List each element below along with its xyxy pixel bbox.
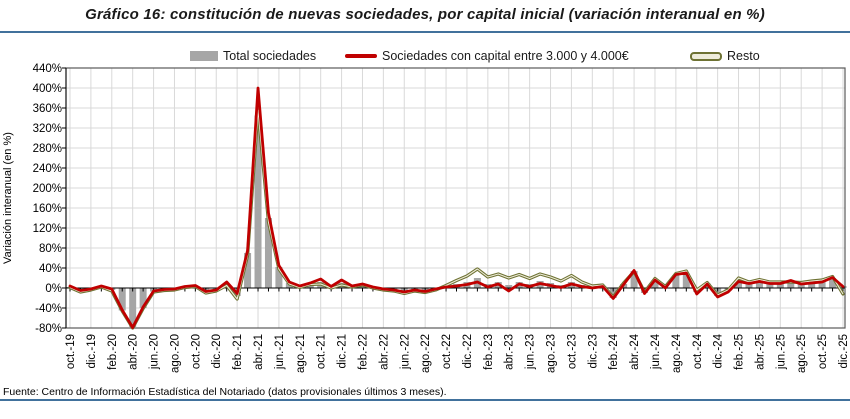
svg-text:dic.-21: dic.-21	[337, 334, 349, 369]
legend-label-total: Total sociedades	[223, 49, 317, 63]
total-bar-swatch-icon	[190, 51, 218, 61]
svg-text:440%: 440%	[33, 63, 62, 75]
svg-text:320%: 320%	[33, 123, 62, 135]
svg-text:400%: 400%	[33, 83, 62, 95]
svg-text:abr.-25: abr.-25	[754, 334, 766, 370]
capital-line-swatch-icon	[345, 54, 377, 58]
chart-title: Gráfico 16: constitución de nuevas socie…	[85, 6, 765, 23]
svg-text:ago.-23: ago.-23	[546, 334, 558, 373]
svg-text:jun.-23: jun.-23	[525, 334, 537, 370]
legend-item-capital: Sociedades con capital entre 3.000 y 4.0…	[345, 49, 629, 63]
svg-text:feb.-22: feb.-22	[357, 334, 369, 370]
svg-text:-40%: -40%	[35, 303, 62, 315]
svg-text:ago.-24: ago.-24	[671, 333, 683, 373]
svg-text:40%: 40%	[39, 263, 62, 275]
svg-text:oct.-23: oct.-23	[566, 334, 578, 369]
svg-text:oct.-20: oct.-20	[190, 334, 202, 369]
svg-text:dic.-25: dic.-25	[838, 334, 850, 369]
legend-item-resto: Resto	[690, 49, 760, 63]
svg-text:jun.-21: jun.-21	[274, 334, 286, 370]
svg-text:ago.-21: ago.-21	[295, 334, 307, 373]
legend-label-resto: Resto	[727, 49, 760, 63]
svg-text:dic.-22: dic.-22	[462, 334, 474, 369]
svg-text:jun.-20: jun.-20	[149, 334, 161, 370]
svg-text:feb.-21: feb.-21	[232, 334, 244, 370]
legend-label-capital: Sociedades con capital entre 3.000 y 4.0…	[382, 49, 629, 63]
svg-text:jun.-22: jun.-22	[399, 334, 411, 370]
svg-text:dic.-19: dic.-19	[86, 334, 98, 369]
svg-text:feb.-23: feb.-23	[483, 334, 495, 370]
svg-text:feb.-25: feb.-25	[734, 334, 746, 370]
legend-item-total: Total sociedades	[190, 49, 316, 63]
svg-text:oct.-25: oct.-25	[817, 334, 829, 369]
svg-text:-80%: -80%	[35, 323, 62, 335]
svg-text:oct.-22: oct.-22	[441, 334, 453, 369]
title-divider	[0, 31, 850, 33]
svg-text:feb.-20: feb.-20	[107, 334, 119, 370]
svg-text:360%: 360%	[33, 103, 62, 115]
svg-text:0%: 0%	[45, 283, 62, 295]
svg-text:dic.-20: dic.-20	[211, 334, 223, 369]
resto-line-swatch-icon	[690, 51, 722, 61]
svg-text:dic.-24: dic.-24	[713, 333, 725, 368]
svg-text:abr.-24: abr.-24	[629, 333, 641, 369]
svg-text:ago.-22: ago.-22	[420, 334, 432, 373]
svg-text:abr.-21: abr.-21	[253, 334, 265, 370]
svg-text:abr.-20: abr.-20	[128, 334, 140, 370]
svg-text:240%: 240%	[33, 163, 62, 175]
svg-text:120%: 120%	[33, 223, 62, 235]
svg-text:ago.-25: ago.-25	[796, 334, 808, 373]
svg-text:jun.-25: jun.-25	[775, 334, 787, 370]
chart-plot: 440% 400% 360% 320% 280% 240% 200% 160% 120% 80% 4…	[2, 63, 850, 373]
svg-text:dic.-23: dic.-23	[587, 334, 599, 369]
svg-text:80%: 80%	[39, 243, 62, 255]
svg-text:ago.-20: ago.-20	[169, 334, 181, 373]
svg-text:abr.-22: abr.-22	[378, 334, 390, 370]
y-axis-title: Variación interanual (en %)	[2, 132, 14, 264]
legend: Total sociedades Sociedades con capital …	[0, 49, 850, 67]
source-note: Fuente: Centro de Información Estadístic…	[3, 386, 447, 398]
svg-text:160%: 160%	[33, 203, 62, 215]
chart-area: Total sociedades Sociedades con capital …	[0, 40, 850, 385]
svg-text:oct.-19: oct.-19	[65, 334, 77, 369]
svg-text:280%: 280%	[33, 143, 62, 155]
footer-divider	[0, 399, 850, 401]
svg-text:200%: 200%	[33, 183, 62, 195]
svg-text:feb.-24: feb.-24	[608, 333, 620, 369]
svg-text:abr.-23: abr.-23	[504, 334, 516, 370]
svg-text:jun.-24: jun.-24	[650, 333, 662, 370]
svg-text:oct.-21: oct.-21	[316, 334, 328, 369]
svg-text:oct.-24: oct.-24	[692, 333, 704, 369]
